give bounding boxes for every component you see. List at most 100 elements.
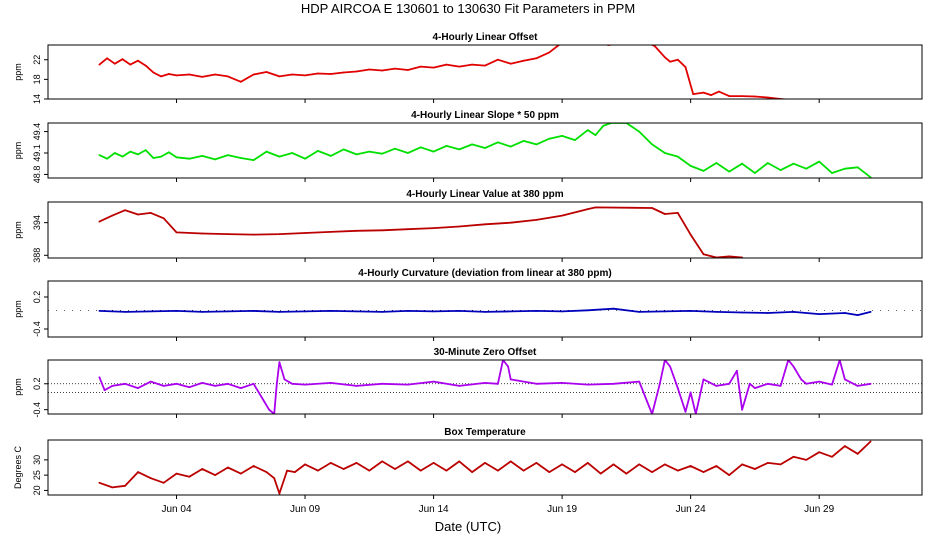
data-point xyxy=(561,135,563,137)
data-point xyxy=(792,365,795,368)
panel-title: 4-Hourly Curvature (deviation from linea… xyxy=(358,268,611,279)
data-point xyxy=(669,60,671,63)
y-axis-label: ppm xyxy=(13,142,23,160)
y-axis-label: ppm xyxy=(13,378,23,396)
data-point xyxy=(129,63,132,66)
data-point xyxy=(818,451,821,454)
data-point xyxy=(293,471,296,473)
data-point xyxy=(805,382,808,385)
data-point xyxy=(201,232,204,235)
data-point xyxy=(175,310,178,312)
data-point xyxy=(586,383,589,386)
data-point xyxy=(831,455,833,458)
data-point xyxy=(278,311,281,313)
data-point xyxy=(227,154,229,157)
data-point xyxy=(522,469,525,472)
data-point xyxy=(283,378,286,381)
data-point xyxy=(497,141,499,144)
panel-4: 4-Hourly Curvature (deviation from linea… xyxy=(13,268,923,341)
panel-6: Box Temperature 20 25 30 Degrees C xyxy=(13,427,923,499)
data-point xyxy=(381,69,384,72)
data-point xyxy=(252,73,255,76)
data-point xyxy=(689,233,692,236)
data-point xyxy=(175,231,178,234)
data-point xyxy=(291,152,294,154)
data-point xyxy=(586,129,589,132)
data-point xyxy=(394,147,396,150)
data-point xyxy=(535,462,538,464)
data-point xyxy=(535,57,538,60)
y-tick-label: -0.4 xyxy=(32,402,42,418)
data-point xyxy=(509,62,512,65)
series-line xyxy=(99,206,743,258)
data-point xyxy=(779,169,782,172)
y-tick-label: -0.4 xyxy=(32,321,42,337)
data-point xyxy=(818,380,821,383)
y-tick-label: 18 xyxy=(32,74,42,84)
data-point xyxy=(214,73,217,76)
data-point xyxy=(419,469,422,472)
data-point xyxy=(497,469,499,472)
data-point xyxy=(856,166,859,169)
series-line xyxy=(98,45,793,99)
data-point xyxy=(458,65,461,68)
data-point xyxy=(651,471,653,473)
data-point xyxy=(702,170,705,172)
x-tick-label: Jun 09 xyxy=(290,504,320,515)
data-point xyxy=(646,400,648,402)
data-point xyxy=(612,382,615,385)
series-line xyxy=(99,307,871,317)
data-point xyxy=(137,387,139,389)
panel-2: 4-Hourly Linear Slope * 50 ppm 48.8 49.1 49… xyxy=(13,110,923,183)
data-point xyxy=(214,474,217,476)
data-point xyxy=(278,361,281,364)
data-point xyxy=(214,385,217,387)
data-point xyxy=(818,160,821,163)
data-point xyxy=(129,150,132,153)
x-tick-label: Jun 14 xyxy=(419,504,449,515)
data-point xyxy=(355,462,358,464)
data-point xyxy=(368,150,371,153)
data-point xyxy=(227,75,229,78)
data-point xyxy=(715,162,718,164)
data-point xyxy=(766,462,769,464)
data-point xyxy=(162,217,165,220)
data-point xyxy=(689,465,692,467)
data-point xyxy=(754,387,756,389)
data-point xyxy=(535,310,538,312)
data-point xyxy=(113,152,116,154)
data-point xyxy=(818,313,821,315)
data-point xyxy=(522,59,525,62)
data-point xyxy=(586,309,589,312)
data-point xyxy=(458,385,461,387)
data-point xyxy=(124,311,126,313)
data-point xyxy=(766,96,769,99)
data-point xyxy=(728,95,731,97)
data-point xyxy=(124,209,126,212)
x-axis-label: Date (UTC) xyxy=(435,519,501,534)
data-point xyxy=(368,469,371,472)
data-point xyxy=(458,148,461,151)
data-point xyxy=(638,463,641,466)
data-point xyxy=(137,59,139,62)
data-point xyxy=(741,311,743,314)
data-point xyxy=(432,150,435,153)
data-point xyxy=(227,310,229,313)
data-point xyxy=(766,382,769,385)
x-tick-label: Jun 29 xyxy=(804,504,834,515)
y-tick-label: 20 xyxy=(32,485,42,495)
y-tick-label: 0.2 xyxy=(32,378,42,391)
data-point xyxy=(509,460,512,463)
data-point xyxy=(291,382,294,385)
data-point xyxy=(98,310,101,312)
data-point xyxy=(329,310,332,312)
data-point xyxy=(265,150,268,153)
data-point xyxy=(124,382,126,385)
y-tick-label: 388 xyxy=(32,248,42,263)
data-point xyxy=(664,213,666,215)
data-point xyxy=(381,311,384,313)
x-axis-ticks: Jun 04 Jun 09 Jun 14 Jun 19 Jun 24 Jun 29 xyxy=(162,504,835,515)
data-point xyxy=(175,74,178,77)
data-point xyxy=(149,310,152,313)
data-point xyxy=(689,310,692,312)
